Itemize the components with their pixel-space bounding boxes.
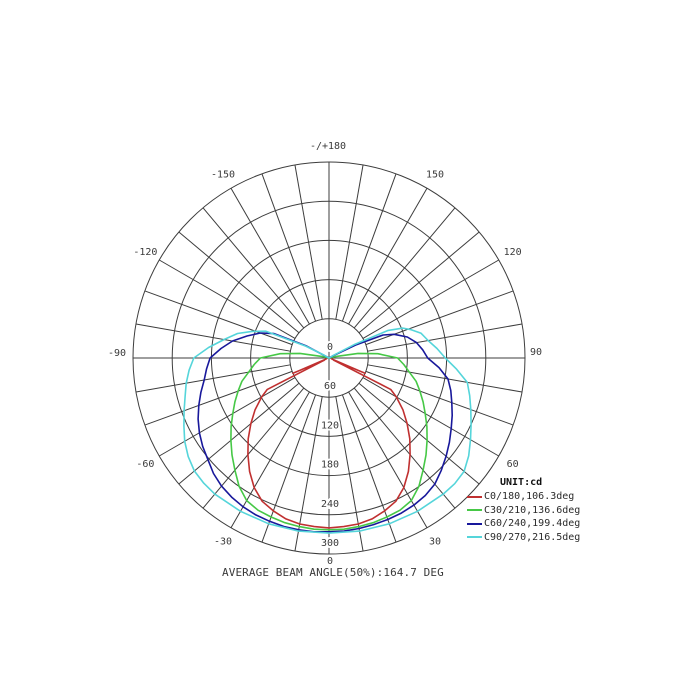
legend-swatch-c90-270 — [467, 536, 482, 539]
legend-item-c0-180: C0/180,106.3deg — [467, 490, 580, 504]
legend-label-c30-210: C30/210,136.6deg — [484, 504, 581, 516]
legend-label-c60-240: C60/240,199.4deg — [484, 518, 581, 530]
grid-spoke — [202, 207, 305, 329]
angle-label-60: 60 — [507, 459, 519, 470]
legend-label-c0-180: C0/180,106.3deg — [484, 491, 575, 503]
grid-spoke — [294, 164, 323, 320]
grid-spoke — [362, 259, 499, 339]
angle-label--60: -60 — [136, 459, 154, 470]
grid-spoke — [353, 207, 456, 329]
angle-label-30: 30 — [429, 537, 441, 548]
angle-label--30: -30 — [214, 537, 232, 548]
grid-spoke — [261, 173, 317, 322]
grid-spoke — [135, 364, 291, 393]
legend-item-c90-270: C90/270,216.5deg — [467, 531, 580, 545]
grid-spoke — [294, 396, 323, 552]
grid-spoke — [230, 391, 310, 528]
grid-spoke — [358, 231, 480, 334]
angle-label--180: -/+180 — [310, 141, 346, 152]
grid-spoke — [341, 173, 397, 322]
grid-spoke — [358, 382, 480, 485]
grid-spoke — [335, 396, 364, 552]
angle-label--90: -90 — [108, 348, 126, 359]
legend-swatch-c30-210 — [467, 509, 482, 512]
unit-label: UNIT:cd — [500, 477, 543, 488]
legend-item-c60-240: C60/240,199.4deg — [467, 517, 580, 531]
radial-label-180: 180 — [321, 460, 339, 471]
intensity-curve-c60-240 — [197, 332, 454, 533]
angle-label-120: 120 — [504, 247, 522, 258]
radial-label-60: 60 — [324, 381, 336, 392]
radial-label-240: 240 — [321, 499, 339, 510]
legend-swatch-c0-180 — [467, 495, 482, 498]
intensity-curve-c30-210 — [230, 352, 428, 531]
grid-spoke — [367, 364, 523, 393]
grid-spoke — [335, 164, 364, 320]
grid-spoke — [365, 370, 514, 426]
average-beam-angle-text: AVERAGE BEAM ANGLE(50%):164.7 DEG — [222, 566, 444, 579]
angle-label-90: 90 — [530, 347, 542, 358]
angle-label--120: -120 — [133, 247, 157, 258]
grid-spoke — [144, 290, 293, 346]
radial-label-120: 120 — [321, 420, 339, 431]
angle-label-150: 150 — [426, 169, 444, 180]
radial-label-300: 300 — [321, 538, 339, 549]
grid-spoke — [230, 188, 310, 325]
angle-label-0: 0 — [327, 556, 333, 567]
intensity-curve-c0-180 — [247, 357, 411, 529]
grid-spoke — [159, 259, 296, 339]
grid-spoke — [365, 290, 514, 346]
grid-spoke — [348, 188, 428, 325]
angle-label--150: -150 — [211, 169, 235, 180]
grid-spoke — [135, 323, 291, 352]
grid-spoke — [178, 231, 300, 334]
legend-swatch-c60-240 — [467, 522, 482, 525]
radial-label-0: 0 — [327, 342, 333, 353]
grid-spoke — [362, 377, 499, 457]
grid-spoke — [353, 387, 456, 509]
legend-label-c90-270: C90/270,216.5deg — [484, 531, 581, 543]
grid-spoke — [159, 377, 296, 457]
grid-spoke — [202, 387, 305, 509]
grid-spoke — [178, 382, 300, 485]
legend-item-c30-210: C30/210,136.6deg — [467, 504, 580, 518]
intensity-curve-c90-270 — [183, 327, 472, 534]
legend: UNIT:cd C0/180,106.3deg C30/210,136.6deg… — [467, 477, 580, 544]
grid-spoke — [367, 323, 523, 352]
grid-spoke — [144, 370, 293, 426]
